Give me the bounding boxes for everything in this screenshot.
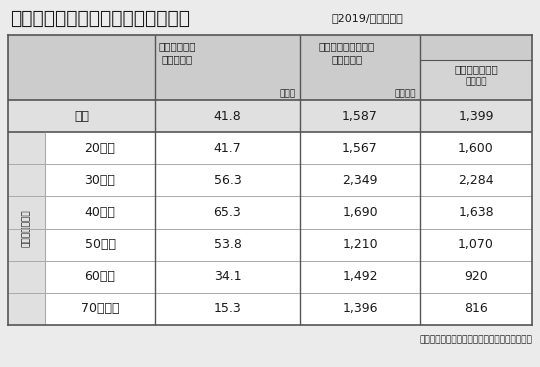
Text: 41.7: 41.7: [214, 142, 241, 155]
Text: 世帯主の年齢別: 世帯主の年齢別: [22, 210, 31, 247]
Bar: [8, 229, 45, 261]
Bar: [8, 35, 532, 100]
Text: 1,492: 1,492: [342, 270, 378, 283]
Bar: [8, 293, 45, 325]
Text: （％）: （％）: [280, 90, 296, 98]
Text: 1,690: 1,690: [342, 206, 378, 219]
Text: 借入金のある世帯の: 借入金のある世帯の: [319, 41, 375, 51]
Bar: [45, 261, 532, 293]
Text: 56.3: 56.3: [214, 174, 241, 187]
Bar: [45, 196, 532, 229]
Text: 50歳代: 50歳代: [84, 238, 116, 251]
Bar: [8, 132, 45, 164]
Text: 1,396: 1,396: [342, 302, 378, 315]
Text: 借入金のある: 借入金のある: [159, 41, 196, 51]
Bar: [45, 164, 532, 196]
Text: 15.3: 15.3: [214, 302, 241, 315]
Text: 70歳以上: 70歳以上: [81, 302, 119, 315]
Text: 53.8: 53.8: [213, 238, 241, 251]
Bar: [8, 196, 45, 229]
Text: 全体: 全体: [74, 110, 89, 123]
Text: 借入金残高: 借入金残高: [332, 54, 363, 64]
Text: 1,070: 1,070: [458, 238, 494, 251]
Text: 20歳代: 20歳代: [85, 142, 116, 155]
Text: 65.3: 65.3: [214, 206, 241, 219]
Bar: [45, 132, 532, 164]
Bar: [45, 229, 532, 261]
Text: 1,399: 1,399: [458, 110, 494, 123]
Text: （万円）: （万円）: [465, 77, 487, 87]
Bar: [8, 261, 45, 293]
Text: 1,210: 1,210: [342, 238, 378, 251]
Text: 920: 920: [464, 270, 488, 283]
Text: 2,284: 2,284: [458, 174, 494, 187]
Text: 816: 816: [464, 302, 488, 315]
Text: 1,600: 1,600: [458, 142, 494, 155]
Text: 30歳代: 30歳代: [85, 174, 116, 187]
Bar: [8, 35, 532, 325]
Text: 41.8: 41.8: [214, 110, 241, 123]
Text: 40歳代: 40歳代: [85, 206, 116, 219]
Bar: [45, 293, 532, 325]
Text: 世帯の割合: 世帯の割合: [162, 54, 193, 64]
Bar: [8, 164, 45, 196]
Text: （2019/令和元年）: （2019/令和元年）: [332, 13, 404, 23]
Text: 2,349: 2,349: [342, 174, 378, 187]
Text: 60歳代: 60歳代: [85, 270, 116, 283]
Text: 住宅ローン残高: 住宅ローン残高: [454, 64, 498, 74]
Text: 借入金のある世帯の割合と借入残高: 借入金のある世帯の割合と借入残高: [10, 8, 190, 28]
Bar: [8, 100, 45, 132]
Text: （万円）: （万円）: [395, 90, 416, 98]
Bar: [420, 60, 532, 100]
Bar: [45, 100, 532, 132]
Text: 1,587: 1,587: [342, 110, 378, 123]
Text: 1,567: 1,567: [342, 142, 378, 155]
Text: 34.1: 34.1: [214, 270, 241, 283]
Text: （「知るぽると」ホームページをもとに作成）: （「知るぽると」ホームページをもとに作成）: [419, 335, 532, 344]
Text: 1,638: 1,638: [458, 206, 494, 219]
